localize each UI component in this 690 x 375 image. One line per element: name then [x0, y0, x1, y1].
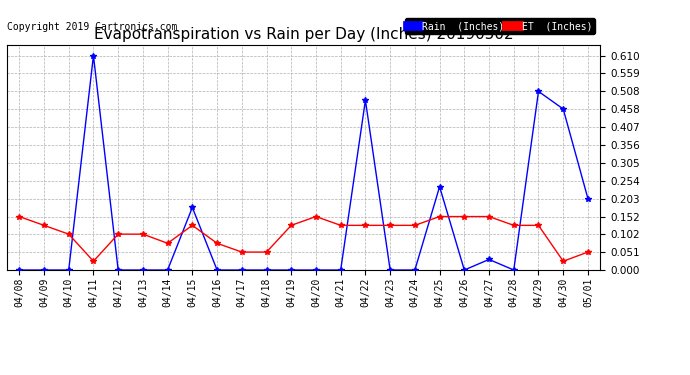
- Rain  (Inches): [460, 268, 469, 272]
- ET  (Inches): [485, 214, 493, 219]
- Rain  (Inches): [15, 268, 23, 272]
- Rain  (Inches): [312, 268, 320, 272]
- Rain  (Inches): [65, 268, 73, 272]
- Rain  (Inches): [485, 257, 493, 262]
- Rain  (Inches): [139, 268, 147, 272]
- Rain  (Inches): [584, 196, 592, 201]
- Rain  (Inches): [510, 268, 518, 272]
- ET  (Inches): [510, 223, 518, 228]
- Rain  (Inches): [386, 268, 394, 272]
- Rain  (Inches): [40, 268, 48, 272]
- Legend: Rain  (Inches), ET  (Inches): Rain (Inches), ET (Inches): [405, 18, 595, 34]
- ET  (Inches): [188, 223, 197, 228]
- ET  (Inches): [164, 241, 172, 246]
- ET  (Inches): [411, 223, 419, 228]
- Rain  (Inches): [262, 268, 270, 272]
- ET  (Inches): [559, 259, 567, 264]
- ET  (Inches): [262, 250, 270, 254]
- ET  (Inches): [362, 223, 370, 228]
- Rain  (Inches): [362, 98, 370, 102]
- Rain  (Inches): [559, 107, 567, 111]
- ET  (Inches): [435, 214, 444, 219]
- Rain  (Inches): [89, 53, 97, 58]
- Rain  (Inches): [411, 268, 419, 272]
- ET  (Inches): [337, 223, 345, 228]
- ET  (Inches): [584, 250, 592, 254]
- Rain  (Inches): [114, 268, 122, 272]
- ET  (Inches): [15, 214, 23, 219]
- Rain  (Inches): [237, 268, 246, 272]
- Rain  (Inches): [188, 205, 197, 210]
- ET  (Inches): [386, 223, 394, 228]
- ET  (Inches): [237, 250, 246, 254]
- Rain  (Inches): [534, 89, 542, 94]
- ET  (Inches): [312, 214, 320, 219]
- Title: Evapotranspiration vs Rain per Day (Inches) 20190502: Evapotranspiration vs Rain per Day (Inch…: [94, 27, 513, 42]
- ET  (Inches): [114, 232, 122, 236]
- ET  (Inches): [89, 259, 97, 264]
- ET  (Inches): [460, 214, 469, 219]
- Text: Copyright 2019 Cartronics.com: Copyright 2019 Cartronics.com: [7, 21, 177, 32]
- Rain  (Inches): [337, 268, 345, 272]
- Line: ET  (Inches): ET (Inches): [17, 214, 591, 264]
- ET  (Inches): [534, 223, 542, 228]
- Rain  (Inches): [287, 268, 295, 272]
- ET  (Inches): [213, 241, 221, 246]
- Rain  (Inches): [435, 184, 444, 189]
- ET  (Inches): [139, 232, 147, 236]
- Line: Rain  (Inches): Rain (Inches): [17, 53, 591, 273]
- ET  (Inches): [40, 223, 48, 228]
- ET  (Inches): [65, 232, 73, 236]
- Rain  (Inches): [213, 268, 221, 272]
- Rain  (Inches): [164, 268, 172, 272]
- ET  (Inches): [287, 223, 295, 228]
